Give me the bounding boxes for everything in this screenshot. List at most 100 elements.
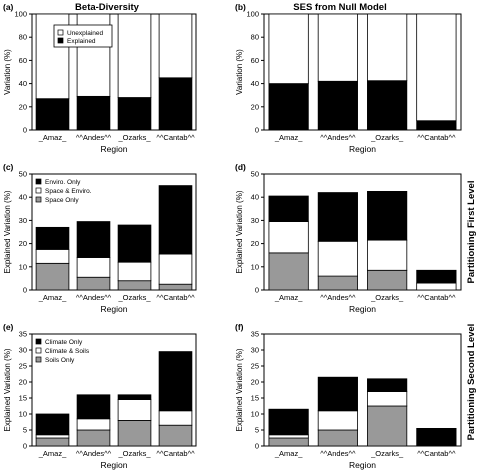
bar-segment-a-0-0 <box>35 98 70 131</box>
bar-segment-b-2-0 <box>367 80 408 131</box>
bar-segment-e-0-1 <box>35 434 70 439</box>
x-axis-label: Region <box>101 460 128 470</box>
y-tick-label: 35 <box>19 330 27 339</box>
y-tick-label: 30 <box>251 216 259 225</box>
bar-segment-d-1-2 <box>317 192 358 242</box>
x-tick-label: _Ozarks_ <box>117 449 151 458</box>
y-tick-label: 25 <box>19 362 27 371</box>
x-tick-label: ^^Andes^^ <box>320 449 356 458</box>
bar-segment-d-1-1 <box>317 240 358 277</box>
bar-segment-b-2-1 <box>367 13 408 82</box>
bar-segment-c-3-2 <box>158 185 193 255</box>
bar-segment-f-3-2 <box>416 427 457 447</box>
legend-box <box>53 24 113 48</box>
bar-segment-c-3-0 <box>158 283 193 291</box>
bar-segment-e-3-0 <box>158 424 193 447</box>
legend-label: Space Only <box>45 197 79 204</box>
bar-segment-d-2-1 <box>367 239 408 271</box>
y-tick-label: 20 <box>251 378 259 387</box>
x-tick-label: ^^Cantab^^ <box>417 449 456 458</box>
bar-segment-f-1-0 <box>317 429 358 447</box>
panel-b: 0 20 40 60 80 100 _Amaz_ ^^Andes^^ _Ozarks_ ^^Can… <box>235 2 462 154</box>
y-tick-label: 40 <box>251 79 259 88</box>
y-tick-label: 80 <box>19 33 27 42</box>
bar-segment-c-1-2 <box>76 221 111 258</box>
legend-swatch <box>35 347 42 354</box>
y-tick-label: 100 <box>14 10 27 19</box>
bar-segment-b-3-1 <box>416 13 457 122</box>
y-tick-label: 40 <box>19 193 27 202</box>
y-tick-label: 80 <box>251 33 259 42</box>
bar-segment-f-2-0 <box>367 405 408 447</box>
legend-swatch <box>35 196 42 203</box>
legend-label: Unexplained <box>67 30 104 37</box>
bar-segment-c-1-0 <box>76 276 111 291</box>
x-axis-label: Region <box>349 304 376 314</box>
bar-segment-b-1-1 <box>317 13 358 82</box>
column-title-beta-diversity: Beta-Diversity <box>75 2 140 13</box>
y-axis-label: Explained Variation (%) <box>235 348 244 431</box>
x-tick-label: _Ozarks_ <box>117 293 151 302</box>
bar-segment-e-2-0 <box>117 419 152 447</box>
bar-segment-a-3-0 <box>158 77 193 131</box>
y-tick-label: 0 <box>255 442 259 451</box>
bar-segment-b-1-0 <box>317 80 358 131</box>
y-tick-label: 50 <box>19 170 27 179</box>
y-tick-label: 50 <box>251 170 259 179</box>
y-axis-label: Explained Variation (%) <box>235 190 244 273</box>
x-tick-label: _Amaz_ <box>38 449 67 458</box>
y-tick-label: 0 <box>23 286 27 295</box>
legend-label: Climate Only <box>45 339 83 346</box>
x-axis-label: Region <box>349 144 376 154</box>
y-tick-label: 20 <box>19 102 27 111</box>
bar-segment-d-0-1 <box>268 221 309 254</box>
bar-segment-c-3-1 <box>158 253 193 285</box>
x-tick-label: _Amaz_ <box>274 293 303 302</box>
x-tick-label: _Amaz_ <box>38 133 67 142</box>
x-tick-label: ^^Andes^^ <box>320 133 356 142</box>
legend-swatch <box>57 29 64 36</box>
y-tick-label: 35 <box>251 330 259 339</box>
y-tick-label: 10 <box>19 410 27 419</box>
y-axis-label: Variation (%) <box>3 49 12 95</box>
bar-segment-f-2-2 <box>367 378 408 392</box>
legend-label: Climate & Soils <box>45 348 90 355</box>
x-tick-label: ^^Cantab^^ <box>417 293 456 302</box>
x-tick-label: _Ozarks_ <box>117 133 151 142</box>
panel-c: 0 10 20 30 40 50 _Amaz_ ^^Andes^^ _Ozarks_ ^^Cant… <box>3 162 197 314</box>
y-tick-label: 60 <box>19 56 27 65</box>
row-title-first-level: Partitioning First Level <box>466 181 477 284</box>
x-tick-label: _Amaz_ <box>38 293 67 302</box>
row-title-second-level: Partitioning Second Level <box>466 324 477 441</box>
bar-segment-e-1-0 <box>76 429 111 447</box>
x-tick-label: ^^Andes^^ <box>76 449 112 458</box>
y-tick-label: 30 <box>19 216 27 225</box>
bar-segment-c-0-1 <box>35 248 70 264</box>
legend-swatch <box>35 187 42 194</box>
plot-frame <box>31 173 197 291</box>
legend-label: Soils Only <box>45 357 75 364</box>
bar-segment-e-3-1 <box>158 410 193 426</box>
y-tick-label: 20 <box>19 378 27 387</box>
bar-segment-d-0-2 <box>268 195 309 222</box>
panel-d: 0 10 20 30 40 50 _Amaz_ ^^Andes^^ _Ozarks_ ^^Cant… <box>235 162 462 314</box>
x-tick-label: _Ozarks_ <box>370 133 404 142</box>
plot-frame <box>263 173 462 291</box>
legend-swatch <box>35 356 42 363</box>
legend-label: Enviro. Only <box>45 179 81 186</box>
bar-segment-b-0-0 <box>268 83 309 131</box>
bar-segment-a-3-1 <box>158 13 193 79</box>
y-axis-label: Explained Variation (%) <box>3 348 12 431</box>
y-tick-label: 0 <box>255 286 259 295</box>
y-tick-label: 0 <box>23 442 27 451</box>
y-tick-label: 15 <box>251 394 259 403</box>
y-tick-label: 40 <box>251 193 259 202</box>
y-axis-label: Explained Variation (%) <box>3 190 12 273</box>
legend-swatch <box>35 338 42 345</box>
x-axis-label: Region <box>349 460 376 470</box>
bar-segment-f-1-1 <box>317 410 358 431</box>
x-tick-label: _Amaz_ <box>274 449 303 458</box>
bar-segment-b-0-1 <box>268 13 309 84</box>
bar-segment-e-2-1 <box>117 399 152 421</box>
